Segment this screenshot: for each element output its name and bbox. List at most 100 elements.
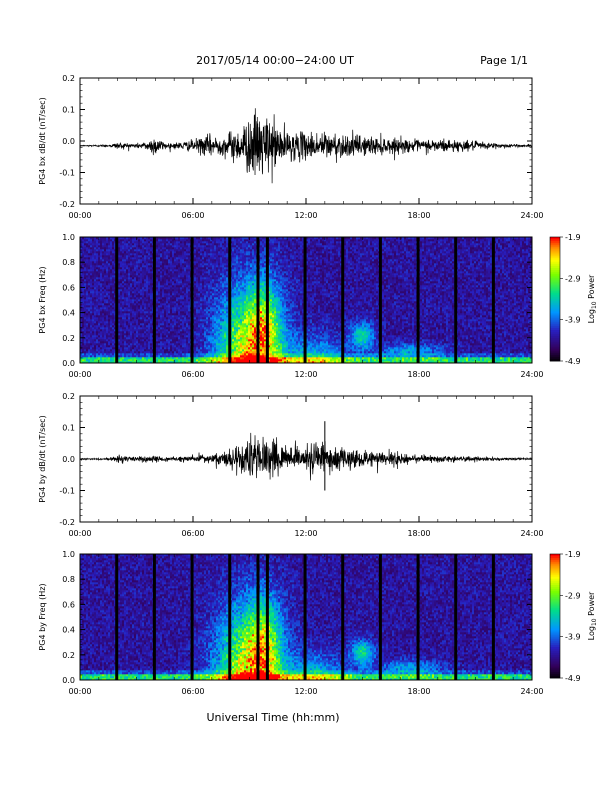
heatmap-cell <box>104 249 106 251</box>
heatmap-cell <box>176 315 178 317</box>
heatmap-cell <box>128 259 130 261</box>
heatmap-cell <box>162 239 164 241</box>
heatmap-cell <box>124 269 126 271</box>
heatmap-cell <box>108 247 110 249</box>
heatmap-cell <box>232 287 234 289</box>
heatmap-cell <box>160 269 162 271</box>
heatmap-cell <box>96 281 98 283</box>
heatmap-cell <box>144 289 146 291</box>
heatmap-cell <box>108 253 110 255</box>
heatmap-cell <box>186 289 188 291</box>
heatmap-cell <box>138 287 140 289</box>
heatmap-cell <box>210 351 212 353</box>
heatmap-cell <box>206 301 208 303</box>
heatmap-cell <box>112 287 114 289</box>
heatmap-cell <box>102 255 104 257</box>
heatmap-cell <box>150 261 152 263</box>
heatmap-cell <box>110 339 112 341</box>
heatmap-cell <box>176 337 178 339</box>
heatmap-cell <box>148 309 150 311</box>
heatmap-cell <box>204 305 206 307</box>
heatmap-cell <box>222 311 224 313</box>
heatmap-cell <box>204 243 206 245</box>
heatmap-cell <box>196 305 198 307</box>
heatmap-cell <box>168 345 170 347</box>
heatmap-cell <box>98 311 100 313</box>
heatmap-cell <box>102 353 104 355</box>
heatmap-cell <box>204 333 206 335</box>
heatmap-cell <box>132 359 134 361</box>
heatmap-cell <box>94 327 96 329</box>
heatmap-cell <box>178 273 180 275</box>
heatmap-cell <box>216 283 218 285</box>
heatmap-cell <box>142 243 144 245</box>
heatmap-cell <box>182 321 184 323</box>
heatmap-cell <box>200 243 202 245</box>
heatmap-cell <box>158 253 160 255</box>
heatmap-cell <box>208 255 210 257</box>
heatmap-cell <box>136 351 138 353</box>
heatmap-cell <box>218 257 220 259</box>
heatmap-cell <box>122 349 124 351</box>
heatmap-cell <box>204 337 206 339</box>
heatmap-cell <box>130 267 132 269</box>
heatmap-cell <box>110 291 112 293</box>
heatmap-cell <box>196 335 198 337</box>
heatmap-cell <box>124 243 126 245</box>
heatmap-cell <box>168 289 170 291</box>
heatmap-cell <box>86 309 88 311</box>
heatmap-cell <box>84 291 86 293</box>
heatmap-cell <box>214 251 216 253</box>
heatmap-cell <box>106 355 108 357</box>
heatmap-cell <box>184 315 186 317</box>
heatmap-cell <box>178 297 180 299</box>
heatmap-cell <box>136 295 138 297</box>
heatmap-cell <box>174 325 176 327</box>
heatmap-cell <box>188 341 190 343</box>
heatmap-cell <box>214 283 216 285</box>
heatmap-cell <box>198 353 200 355</box>
heatmap-cell <box>208 347 210 349</box>
heatmap-cell <box>198 243 200 245</box>
heatmap-cell <box>202 247 204 249</box>
heatmap-cell <box>164 357 166 359</box>
heatmap-cell <box>164 279 166 281</box>
heatmap-cell <box>222 343 224 345</box>
heatmap-cell <box>120 351 122 353</box>
heatmap-cell <box>112 331 114 333</box>
heatmap-cell <box>180 341 182 343</box>
heatmap-cell <box>156 247 158 249</box>
heatmap-cell <box>218 357 220 359</box>
heatmap-cell <box>88 289 90 291</box>
heatmap-cell <box>128 309 130 311</box>
heatmap-cell <box>106 351 108 353</box>
heatmap-cell <box>166 255 168 257</box>
heatmap-cell <box>106 281 108 283</box>
heatmap-cell <box>168 277 170 279</box>
heatmap-cell <box>182 355 184 357</box>
heatmap-cell <box>124 341 126 343</box>
heatmap-cell <box>198 345 200 347</box>
heatmap-cell <box>128 337 130 339</box>
heatmap-cell <box>216 251 218 253</box>
heatmap-cell <box>140 315 142 317</box>
heatmap-cell <box>98 259 100 261</box>
heatmap-cell <box>82 259 84 261</box>
heatmap-cell <box>122 341 124 343</box>
heatmap-cell <box>112 239 114 241</box>
heatmap-cell <box>84 315 86 317</box>
heatmap-cell <box>158 299 160 301</box>
heatmap-cell <box>142 341 144 343</box>
heatmap-cell <box>112 307 114 309</box>
heatmap-cell <box>84 243 86 245</box>
heatmap-cell <box>194 267 196 269</box>
heatmap-cell <box>146 261 148 263</box>
heatmap-cell <box>200 265 202 267</box>
heatmap-cell <box>92 335 94 337</box>
heatmap-cell <box>198 251 200 253</box>
heatmap-cell <box>132 329 134 331</box>
heatmap-cell <box>112 241 114 243</box>
heatmap-cell <box>98 335 100 337</box>
heatmap-cell <box>84 245 86 247</box>
heatmap-cell <box>180 271 182 273</box>
